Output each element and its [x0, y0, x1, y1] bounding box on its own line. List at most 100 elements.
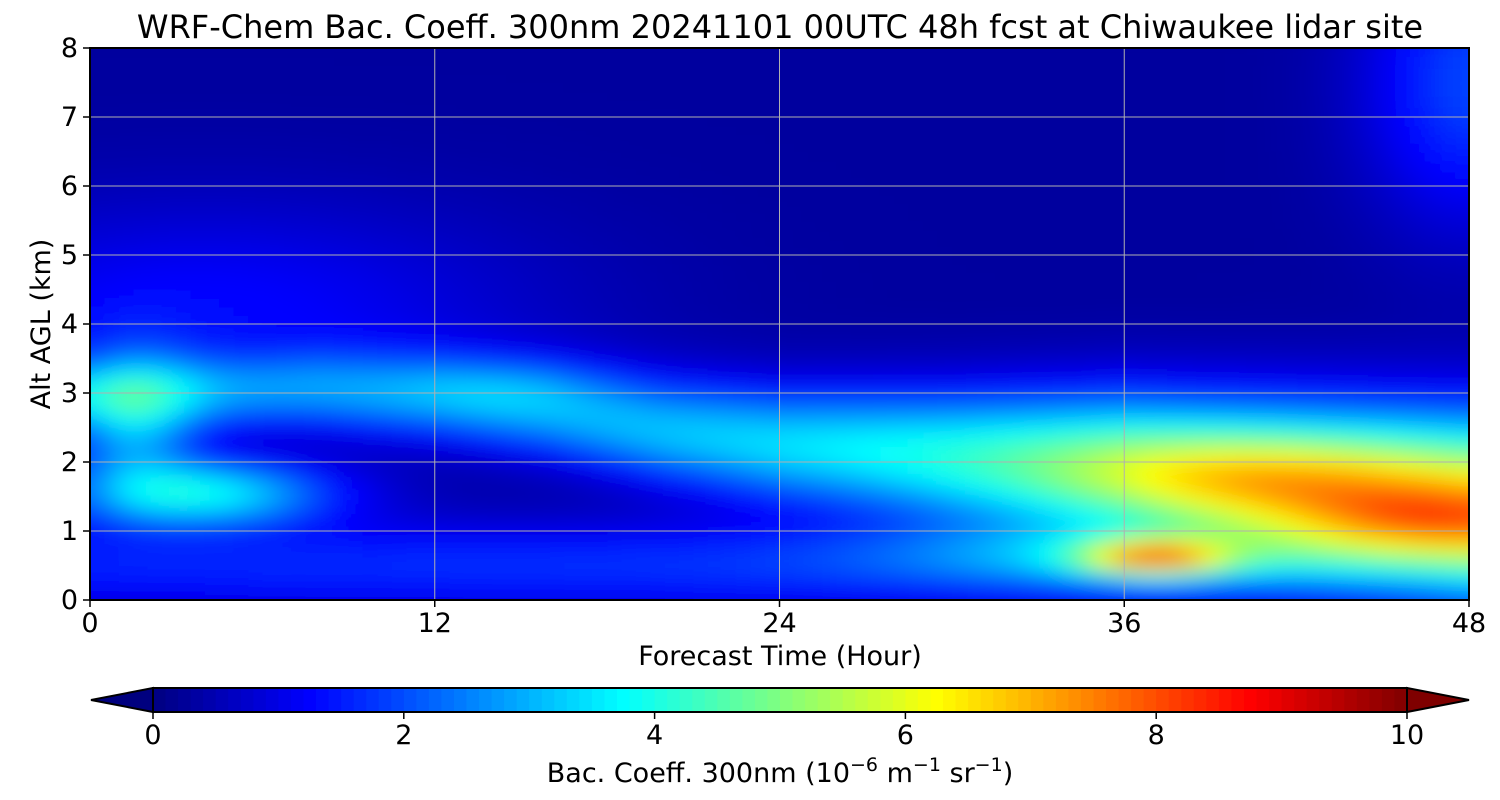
heatmap-cell [276, 280, 292, 291]
heatmap-cell [377, 582, 393, 592]
heatmap-cell [1023, 246, 1039, 256]
heatmap-cell [248, 108, 263, 118]
heatmap-cell [291, 444, 307, 454]
heatmap-cell [937, 298, 953, 308]
heatmap-cell [1066, 548, 1082, 558]
heatmap-cell [61, 212, 76, 221]
heatmap-cell [736, 367, 752, 377]
heatmap-cell [377, 565, 393, 575]
heatmap-cell [434, 341, 450, 351]
heatmap-cell [779, 229, 795, 239]
heatmap-cell [349, 600, 364, 609]
heatmap-cell [434, 263, 450, 273]
heatmap-cell [564, 255, 579, 265]
heatmap-cell [736, 332, 752, 342]
heatmap-cell [319, 108, 335, 118]
heatmap-cell [133, 168, 149, 178]
heatmap-cell [707, 539, 723, 549]
heatmap-cell [549, 160, 565, 170]
heatmap-cell [722, 99, 738, 109]
heatmap-cell [449, 401, 465, 411]
heatmap-cell [994, 194, 1010, 204]
heatmap-cell [61, 566, 76, 575]
heatmap-cell [750, 548, 766, 558]
heatmap-cell [104, 168, 120, 178]
heatmap-cell [90, 91, 91, 101]
heatmap-cell [477, 177, 493, 187]
heatmap-cell [161, 556, 177, 567]
heatmap-cell [894, 65, 910, 75]
heatmap-cell [779, 556, 795, 567]
heatmap-cell [693, 591, 709, 600]
heatmap-cell [578, 393, 594, 403]
heatmap-cell [865, 401, 881, 411]
heatmap-cell [779, 160, 795, 170]
heatmap-cell [420, 211, 436, 222]
heatmap-cell [61, 410, 76, 419]
heatmap-cell [506, 65, 522, 75]
heatmap-cell [650, 73, 666, 84]
heatmap-cell [607, 332, 623, 342]
heatmap-cell [449, 48, 465, 58]
heatmap-cell [765, 280, 781, 291]
heatmap-cell [1052, 56, 1068, 66]
heatmap-cell [765, 470, 781, 480]
heatmap-cell [650, 548, 666, 558]
heatmap-cell [937, 582, 953, 592]
heatmap-cell [291, 194, 307, 204]
heatmap-cell [693, 574, 709, 584]
heatmap-cell [1066, 444, 1082, 454]
heatmap-cell [463, 341, 479, 351]
heatmap-cell [463, 513, 479, 523]
heatmap-cell [406, 574, 421, 584]
heatmap-cell [923, 410, 939, 420]
heatmap-cell [1095, 332, 1111, 342]
heatmap-cell [779, 56, 795, 66]
heatmap-cell [635, 151, 651, 161]
heatmap-cell [477, 462, 493, 472]
heatmap-cell [391, 418, 407, 429]
heatmap-cell [836, 246, 852, 256]
heatmap-cell [822, 539, 838, 549]
heatmap-cell [104, 91, 120, 101]
heatmap-cell [1066, 462, 1082, 472]
heatmap-cell [362, 332, 378, 342]
heatmap-cell [319, 229, 335, 239]
heatmap-cell [90, 160, 91, 170]
heatmap-cell [434, 358, 450, 368]
heatmap-cell [592, 255, 608, 265]
heatmap-cell [420, 358, 436, 368]
heatmap-cell [664, 453, 680, 463]
heatmap-cell [808, 91, 824, 101]
heatmap-cell [477, 289, 493, 299]
heatmap-cell [506, 401, 522, 411]
heatmap-cell [966, 125, 982, 135]
heatmap-cell [722, 453, 738, 463]
heatmap-cell [348, 574, 364, 584]
heatmap-cell [865, 591, 881, 600]
heatmap-cell [477, 211, 493, 222]
heatmap-cell [722, 82, 738, 92]
heatmap-cell [851, 65, 867, 75]
heatmap-cell [492, 418, 508, 429]
heatmap-cell [822, 436, 838, 446]
heatmap-cell [348, 375, 364, 385]
heatmap-cell [204, 99, 220, 109]
heatmap-cell [750, 393, 766, 403]
heatmap-cell [147, 548, 163, 558]
heatmap-cell [434, 513, 450, 523]
heatmap-cell [133, 306, 149, 316]
heatmap-cell [204, 134, 220, 144]
heatmap-cell [1023, 513, 1039, 523]
heatmap-cell [994, 539, 1010, 549]
heatmap-cell [635, 108, 651, 118]
heatmap-cell [664, 203, 680, 213]
heatmap-cell [736, 600, 751, 609]
heatmap-cell [420, 410, 436, 420]
heatmap-cell [305, 91, 321, 101]
heatmap-cell [219, 91, 235, 101]
heatmap-cell [176, 410, 192, 420]
heatmap-cell [161, 522, 177, 532]
heatmap-cell [549, 436, 565, 446]
heatmap-cell [635, 453, 651, 463]
